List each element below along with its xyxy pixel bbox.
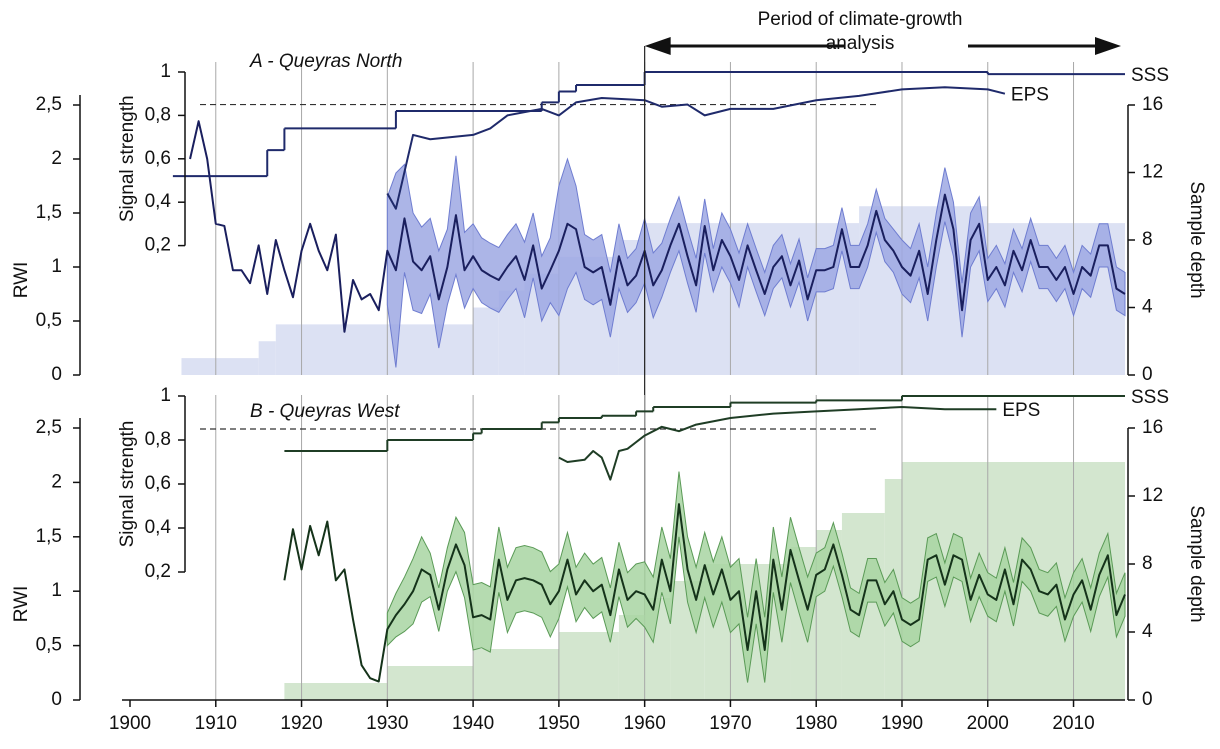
annotation-text: Period of climate-growth analysis [757, 9, 963, 54]
arrow-head [1095, 37, 1121, 55]
y3-axis-label: Signal strength [117, 421, 138, 548]
sample-depth-step [258, 341, 276, 375]
x-tick-label: 1990 [881, 713, 923, 734]
x-tick-label: 1940 [452, 713, 494, 734]
rwi-line [189, 120, 1126, 333]
y2-tick-label: 0 [1142, 689, 1153, 710]
y-tick-label: 1 [51, 256, 62, 277]
x-tick-label: 1900 [109, 713, 151, 734]
y-tick-label: 1,5 [36, 526, 62, 547]
y3-tick-label: 0,2 [145, 235, 171, 256]
x-tick-label: 1980 [795, 713, 837, 734]
series-label: SSS [1131, 65, 1169, 86]
y3-tick-label: 0,6 [145, 148, 171, 169]
x-tick-label: 1920 [280, 713, 322, 734]
y3-tick-label: 0,6 [145, 473, 171, 494]
x-tick-label: 2010 [1052, 713, 1094, 734]
arrow-head [644, 37, 671, 55]
y2-axis-label: Sample depth [1186, 181, 1207, 298]
series-label: EPS [1002, 400, 1040, 421]
rwi-band [386, 471, 1126, 683]
y3-axis-label: Signal strength [117, 95, 138, 222]
y-tick-label: 2 [51, 148, 62, 169]
rwi-line [283, 503, 1126, 683]
y-axis-label: RWI [11, 586, 32, 623]
y-tick-label: 1 [51, 580, 62, 601]
sample-depth-step [618, 615, 645, 700]
y2-axis-label: Sample depth [1186, 505, 1207, 622]
x-tick-label: 2000 [967, 713, 1009, 734]
sample-depth-step [473, 649, 559, 700]
y2-tick-label: 16 [1142, 417, 1163, 438]
y-tick-label: 2,5 [36, 94, 62, 115]
y-tick-label: 0 [51, 364, 62, 385]
series-label: SSS [1131, 387, 1169, 408]
y3-tick-label: 0,2 [145, 561, 171, 582]
y2-tick-label: 0 [1142, 364, 1153, 385]
panel-title: A - Queyras North [249, 51, 402, 72]
eps-line [558, 406, 997, 481]
y3-tick-label: 0,4 [145, 517, 172, 538]
sample-depth-step [284, 683, 388, 700]
sample-depth-step [275, 324, 474, 375]
y3-tick-label: 0,8 [145, 429, 171, 450]
y2-tick-label: 12 [1142, 162, 1163, 183]
y2-tick-label: 4 [1142, 621, 1153, 642]
rwi-band [386, 155, 1126, 368]
y-tick-label: 0 [51, 689, 62, 710]
y3-tick-label: 0,4 [145, 191, 172, 212]
y-tick-label: 2,5 [36, 417, 62, 438]
y3-tick-label: 0,8 [145, 104, 171, 125]
sample-depth-step [473, 307, 499, 375]
y-tick-label: 0,5 [36, 310, 62, 331]
sample-depth-step [558, 632, 619, 700]
x-tick-label: 1910 [195, 713, 237, 734]
sample-depth-step [181, 358, 259, 375]
y-axis-label: RWI [11, 262, 32, 299]
sample-depth-step [387, 666, 474, 700]
x-tick-label: 1970 [709, 713, 751, 734]
series-label: EPS [1011, 85, 1049, 106]
panel-title: B - Queyras West [250, 401, 400, 422]
x-tick-label: 1930 [366, 713, 408, 734]
x-tick-label: 1960 [624, 713, 666, 734]
y2-tick-label: 8 [1142, 229, 1153, 250]
y3-tick-label: 1 [160, 385, 171, 406]
y-tick-label: 1,5 [36, 202, 62, 223]
y2-tick-label: 16 [1142, 94, 1163, 115]
y2-tick-label: 4 [1142, 297, 1153, 318]
y2-tick-label: 12 [1142, 485, 1163, 506]
y3-tick-label: 1 [160, 61, 171, 82]
y-tick-label: 0,5 [36, 635, 62, 656]
x-tick-label: 1950 [538, 713, 580, 734]
y2-tick-label: 8 [1142, 553, 1153, 574]
y-tick-label: 2 [51, 471, 62, 492]
eps-line [386, 86, 1006, 210]
